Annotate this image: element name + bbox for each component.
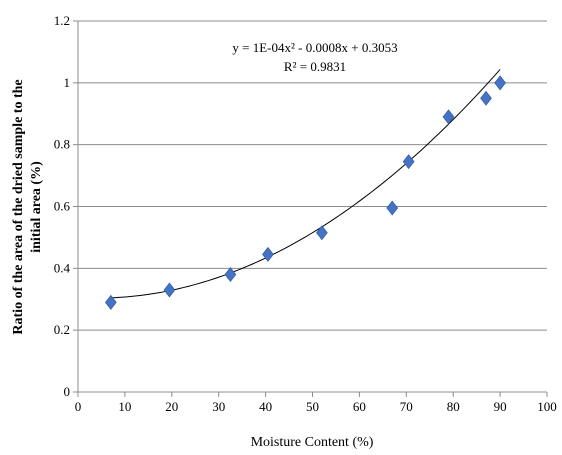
y-axis-title-line-2: initial area (%) [29,161,44,253]
data-point [480,90,492,106]
x-tick-label: 40 [259,399,272,414]
trendline-equation: y = 1E-04x² - 0.0008x + 0.3053 [232,40,397,55]
data-point [386,200,399,216]
y-tick-label: 0.4 [54,260,71,275]
x-tick-label: 10 [118,399,131,414]
y-tick-label: 0 [64,384,71,399]
data-point [316,225,328,241]
y-tick-label: 0.8 [54,137,70,152]
data-point [262,246,274,262]
y-axis-ticks: 0 0.2 0.4 0.6 0.8 1 1.2 [54,13,78,399]
gridlines [78,20,547,331]
data-points [104,75,506,310]
data-point [494,75,506,91]
y-axis-title: Ratio of the area of the dried sample to… [11,79,44,334]
data-point [224,267,237,283]
x-axis-title: Moisture Content (%) [251,435,374,450]
trendline [110,69,501,299]
x-tick-label: 20 [165,399,178,414]
x-tick-label: 60 [353,399,366,414]
data-point [402,154,415,170]
y-tick-label: 0.6 [54,199,71,214]
x-tick-label: 0 [75,399,82,414]
x-axis-ticks: 0 10 20 30 40 50 60 70 80 90 100 [75,392,557,414]
y-tick-label: 1 [64,75,71,90]
x-tick-label: 30 [212,399,225,414]
data-point [442,109,455,125]
x-tick-label: 80 [447,399,460,414]
data-point [104,294,117,310]
y-axis-title-line-1: Ratio of the area of the dried sample to… [11,79,26,334]
x-tick-label: 90 [494,399,507,414]
y-tick-label: 0.2 [54,322,70,337]
data-point [163,282,176,298]
x-tick-label: 100 [537,399,557,414]
x-tick-label: 50 [306,399,319,414]
r-squared-label: R² = 0.9831 [284,59,346,74]
x-tick-label: 70 [400,399,413,414]
y-tick-label: 1.2 [54,13,70,28]
